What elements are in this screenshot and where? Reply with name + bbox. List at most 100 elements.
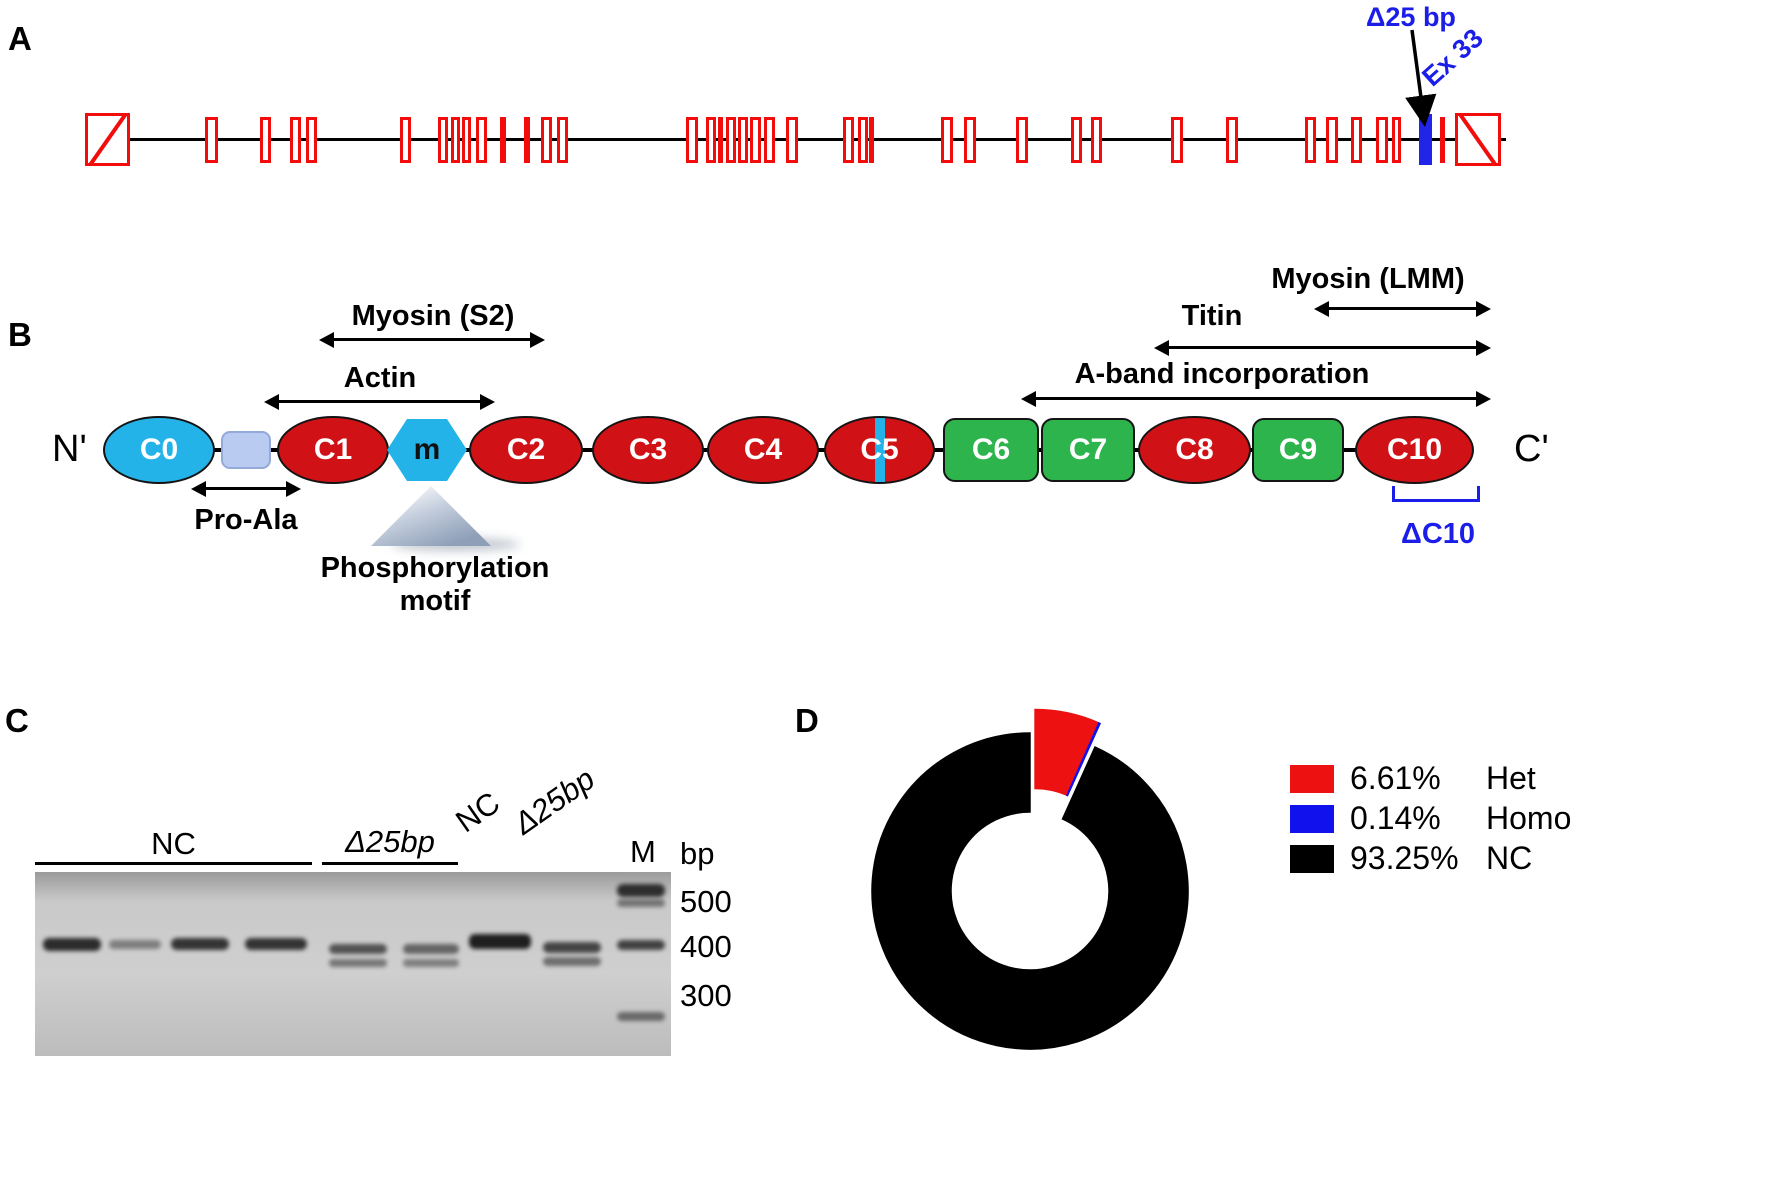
gel-band: [403, 959, 459, 967]
donut-chart: [871, 708, 1189, 1050]
exon-box: [1226, 117, 1238, 163]
domain-c7: C7: [1041, 418, 1135, 482]
legend-name-homo: Homo: [1486, 800, 1572, 836]
nc-group-underline: [35, 862, 312, 865]
exon-box: [1016, 117, 1028, 163]
exon-box: [1440, 117, 1445, 163]
exon-box: [306, 117, 317, 163]
domain-label: C8: [1175, 433, 1214, 466]
deletion-label: Δ25 bp: [1366, 2, 1456, 32]
exon-box: [750, 117, 761, 163]
delta-c10-label: ΔC10: [1400, 518, 1476, 550]
pro-ala-arrow: [191, 480, 301, 497]
myosin-lmm-arrow: [1314, 300, 1491, 317]
legend-value-homo: 0.14%: [1350, 800, 1441, 836]
gel-band: [469, 934, 531, 949]
exon-box: [1326, 117, 1338, 163]
domain-c2: C2: [469, 416, 583, 484]
gel-band: [617, 899, 665, 907]
exon-box: [843, 117, 854, 163]
exon-box: [1351, 117, 1362, 163]
legend-swatch-homo: [1290, 804, 1334, 833]
actin-label: Actin: [343, 362, 417, 394]
legend-swatch-het: [1290, 764, 1334, 793]
exon-box: [557, 117, 568, 163]
legend-name-nc: NC: [1486, 840, 1533, 876]
nc-group-label: NC: [151, 826, 196, 861]
a-band-arrow: [1021, 390, 1491, 407]
domain-track: C0 C1 m C2 C3 C4 C5 C6 C7 C8 C9 C10: [103, 416, 1474, 484]
domain-label: m: [413, 433, 441, 466]
domain-c0: C0: [103, 416, 215, 484]
domain-label: C5: [860, 433, 899, 466]
exon-box: [686, 117, 698, 163]
actin-arrow: [264, 393, 495, 410]
gel-band: [617, 940, 665, 950]
myosin-s2-arrow: [319, 331, 545, 348]
donut-slice-homo: [1065, 721, 1102, 797]
exon-box: [1091, 117, 1102, 163]
bp-unit-label: bp: [680, 836, 715, 871]
panel-c-label: C: [5, 702, 29, 739]
exon-box: [438, 117, 448, 163]
n-terminus-label: N': [52, 428, 87, 470]
domain-label: C4: [743, 433, 783, 466]
exon-box: [858, 117, 868, 163]
legend-row-het: 6.61% Het: [1290, 760, 1536, 797]
domain-label: C6: [971, 433, 1011, 466]
c-terminus-label: C': [1514, 428, 1549, 470]
exon-box: [500, 117, 506, 163]
domain-c1: C1: [277, 416, 389, 484]
phosphorylation-label: Phosphorylation motif: [320, 552, 550, 617]
domain-label: C10: [1386, 433, 1443, 466]
exon-box: [1392, 117, 1401, 163]
exon-box: [964, 117, 976, 163]
domain-label: C0: [139, 433, 179, 466]
exon-box: [462, 117, 471, 163]
gene-backbone-line: [98, 138, 1506, 141]
proline-alanine-linker: [221, 431, 271, 469]
domain-label: C9: [1278, 433, 1318, 466]
gel-image: [35, 872, 671, 1056]
domain-c10: C10: [1355, 416, 1474, 484]
c5-insert-stripe: [874, 418, 885, 482]
domain-c9: C9: [1252, 418, 1344, 482]
size-500-label: 500: [680, 884, 732, 919]
domain-c6: C6: [943, 418, 1039, 482]
exon-box: [941, 117, 953, 163]
exon-box: [1171, 117, 1183, 163]
exon-box: [718, 117, 723, 163]
gel-band: [403, 944, 459, 954]
legend-name-het: Het: [1486, 760, 1536, 796]
panel-d-label: D: [795, 702, 819, 739]
myosin-s2-label: Myosin (S2): [351, 300, 515, 332]
exon-track: [0, 0, 1771, 220]
utr-box: [85, 113, 130, 166]
marker-lane-label: M: [630, 834, 656, 869]
exon-box: [400, 117, 411, 163]
panel-b-label: B: [8, 316, 32, 353]
domain-label: C7: [1068, 433, 1108, 466]
exon-box: [706, 117, 716, 163]
exon-box: [476, 117, 487, 163]
exon-box: [1376, 117, 1388, 163]
exon-box: [869, 117, 874, 163]
exon-box: [1071, 117, 1082, 163]
domain-c3: C3: [592, 416, 704, 484]
gel-band: [543, 942, 601, 953]
gel-band: [617, 1012, 665, 1021]
titin-arrow: [1154, 339, 1491, 356]
domain-label: C2: [506, 433, 546, 466]
pro-ala-label: Pro-Ala: [194, 504, 298, 536]
domain-label: C3: [628, 433, 668, 466]
a-band-label: A-band incorporation: [1074, 358, 1370, 390]
panel-a-label: A: [8, 20, 32, 57]
exon-box: [541, 117, 552, 163]
titin-label: Titin: [1181, 300, 1243, 332]
exon-box: [451, 117, 460, 163]
gel-band: [543, 957, 601, 966]
legend-row-nc: 93.25% NC: [1290, 840, 1532, 877]
gel-band: [617, 884, 665, 897]
d25bp-group-label: Δ25bp: [345, 824, 435, 859]
